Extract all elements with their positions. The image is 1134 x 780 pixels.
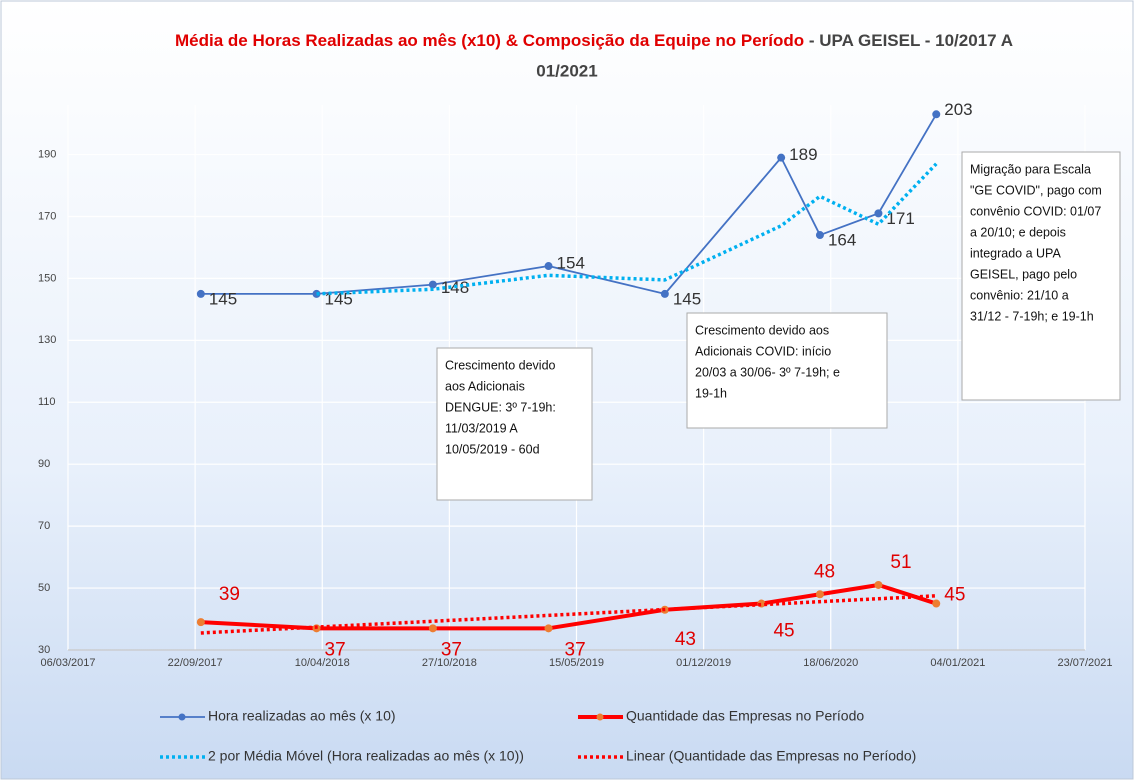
annotation-text: "GE COVID", pago com: [970, 183, 1102, 197]
annotation-text: a 20/10; e depois: [970, 225, 1066, 239]
y-tick-label: 170: [38, 210, 56, 222]
data-point: [815, 231, 824, 240]
x-tick-label: 27/10/2018: [422, 657, 477, 669]
data-label: 45: [773, 621, 794, 642]
data-label: 145: [673, 289, 701, 308]
y-tick-label: 110: [38, 396, 56, 408]
annotation-box: [686, 312, 888, 429]
y-tick-label: 150: [38, 272, 56, 284]
data-label: 39: [219, 584, 240, 605]
data-label: 145: [209, 289, 237, 308]
annotation-text: 19-1h: [695, 386, 727, 400]
y-tick-label: 190: [38, 148, 56, 160]
annotation-text: GEISEL, pago pelo: [970, 267, 1077, 281]
x-tick-label: 18/06/2020: [803, 657, 858, 669]
annotation-box: [436, 347, 593, 501]
data-point: [544, 624, 553, 633]
data-point: [874, 580, 883, 589]
data-point: [196, 289, 205, 298]
x-tick-label: 01/12/2019: [676, 657, 731, 669]
y-tick-label: 70: [38, 520, 50, 532]
x-tick-label: 23/07/2021: [1057, 657, 1112, 669]
chart-subtitle: - UPA GEISEL - 10/2017 A: [804, 31, 1013, 50]
annotation-text: 31/12 - 7-19h; e 19-1h: [970, 309, 1094, 323]
data-label: 45: [944, 585, 965, 606]
annotation-text: 11/03/2019 A: [445, 421, 518, 435]
data-point: [777, 153, 786, 162]
legend-label: Hora realizadas ao mês (x 10): [208, 708, 396, 724]
annotation-text: aos Adicionais: [445, 379, 525, 393]
data-label: 171: [886, 209, 914, 228]
legend-label: Quantidade das Empresas no Período: [626, 708, 864, 724]
data-label: 37: [565, 639, 586, 660]
data-point: [932, 110, 941, 119]
data-point: [874, 209, 883, 218]
x-tick-label: 10/04/2018: [295, 657, 350, 669]
data-point: [660, 289, 669, 298]
data-label: 189: [789, 145, 817, 164]
annotation-text: 10/05/2019 - 60d: [445, 442, 540, 456]
legend-marker: [596, 713, 604, 721]
data-label: 154: [557, 254, 585, 273]
legend-label: 2 por Média Móvel (Hora realizadas ao mê…: [208, 748, 524, 764]
annotation-text: convênio COVID: 01/07: [970, 204, 1101, 218]
chart-subtitle: 01/2021: [536, 61, 597, 80]
annotation-text: DENGUE: 3º 7-19h:: [445, 400, 556, 414]
series-line: [200, 594, 937, 635]
data-label: 164: [828, 231, 856, 250]
annotation-text: convênio: 21/10 a: [970, 288, 1069, 302]
legend-marker: [178, 713, 186, 721]
annotation-text: Adicionais COVID: início: [695, 344, 831, 358]
data-point: [428, 280, 437, 289]
y-tick-label: 50: [38, 582, 50, 594]
chart-title: Média de Horas Realizadas ao mês (x10) &…: [175, 31, 804, 50]
data-point: [196, 618, 205, 627]
data-label: 43: [675, 629, 696, 650]
data-point: [815, 590, 824, 599]
data-label: 48: [814, 561, 835, 582]
y-tick-label: 130: [38, 334, 56, 346]
data-point: [932, 599, 941, 608]
y-tick-label: 30: [38, 644, 50, 656]
data-point: [544, 262, 553, 271]
data-point: [428, 624, 437, 633]
chart-title-line: Média de Horas Realizadas ao mês (x10) &…: [175, 31, 1013, 50]
annotation-text: 20/03 a 30/06- 3º 7-19h; e: [695, 365, 840, 379]
legend-label: Linear (Quantidade das Empresas no Perío…: [626, 748, 916, 764]
annotation-text: integrado a UPA: [970, 246, 1061, 260]
x-tick-label: 15/05/2019: [549, 657, 604, 669]
x-tick-label: 04/01/2021: [930, 657, 985, 669]
data-label: 145: [325, 289, 353, 308]
data-label: 37: [441, 639, 462, 660]
x-tick-label: 06/03/2017: [40, 657, 95, 669]
annotation-text: Migração para Escala: [970, 162, 1091, 176]
annotation-box: [961, 151, 1121, 401]
y-tick-label: 90: [38, 458, 50, 470]
x-tick-label: 22/09/2017: [168, 657, 223, 669]
data-label: 37: [325, 639, 346, 660]
annotation-text: Crescimento devido aos: [695, 323, 829, 337]
annotation-text: Crescimento devido: [445, 358, 556, 372]
data-label: 51: [890, 552, 911, 573]
data-label: 203: [944, 100, 972, 119]
